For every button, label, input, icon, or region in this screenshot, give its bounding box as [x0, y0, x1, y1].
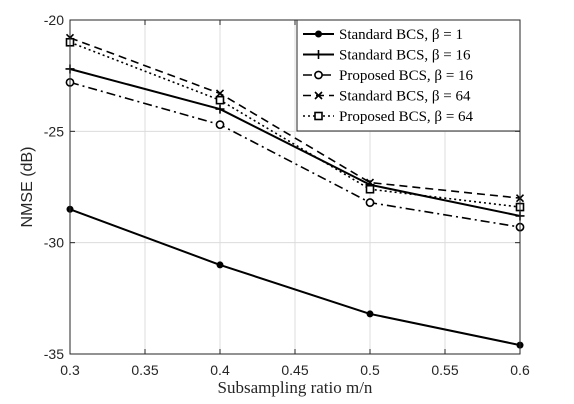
y-axis-label: NMSE (dB)	[19, 147, 36, 228]
x-tick-label: 0.35	[131, 362, 158, 378]
legend-label: Proposed BCS, β = 16	[339, 68, 474, 84]
data-point	[215, 104, 225, 114]
y-tick-label: -30	[44, 235, 64, 251]
y-tick-label: -35	[44, 346, 64, 362]
series-line	[69, 37, 521, 199]
data-point	[366, 310, 374, 318]
data-point	[365, 184, 375, 194]
x-tick-label: 0.45	[281, 362, 308, 378]
data-point	[215, 95, 225, 105]
legend-marker	[314, 70, 323, 80]
legend-entry: Proposed BCS, β = 16	[303, 68, 474, 84]
x-tick-label: 0.5	[360, 362, 380, 378]
legend-marker	[314, 50, 323, 59]
legend-marker	[314, 91, 323, 100]
data-point	[365, 178, 375, 187]
series-line	[69, 208, 521, 347]
ticks: 0.3 0.35 0.4 0.45 0.5 0.55 0.6 -20 -25 -30 -35	[44, 12, 530, 378]
series-3	[65, 77, 525, 232]
series-line	[69, 68, 521, 217]
legend-box	[296, 19, 521, 132]
legend-marker	[315, 30, 322, 38]
y-tick-label: -20	[44, 12, 64, 28]
legend-entry: Standard BCS, β = 1	[303, 27, 463, 43]
data-point	[215, 89, 225, 98]
series-line	[69, 81, 521, 228]
legend-entry: Standard BCS, β = 64	[303, 89, 471, 105]
x-tick-label: 0.6	[510, 362, 530, 378]
legend-entry: Standard BCS, β = 16	[303, 48, 471, 64]
data-point	[365, 198, 375, 207]
series-group	[65, 33, 525, 349]
legend: Standard BCS, β = 1 Standard BCS, β = 16 P…	[296, 19, 521, 132]
legend-label: Standard BCS, β = 16	[339, 48, 471, 64]
data-point	[215, 120, 225, 130]
legend-label: Standard BCS, β = 64	[339, 89, 471, 105]
x-tick-label: 0.55	[431, 362, 458, 378]
series-line	[69, 41, 521, 208]
legend-marker	[314, 111, 323, 121]
legend-entry: Proposed BCS, β = 64	[303, 109, 474, 125]
data-point	[216, 261, 224, 269]
legend-label: Standard BCS, β = 1	[339, 27, 463, 43]
x-tick-label: 0.4	[210, 362, 230, 378]
x-tick-label: 0.3	[60, 362, 80, 378]
x-axis-label: Subsampling ratio m/n	[218, 378, 373, 397]
y-tick-label: -25	[44, 123, 64, 139]
legend-label: Proposed BCS, β = 64	[339, 109, 474, 125]
